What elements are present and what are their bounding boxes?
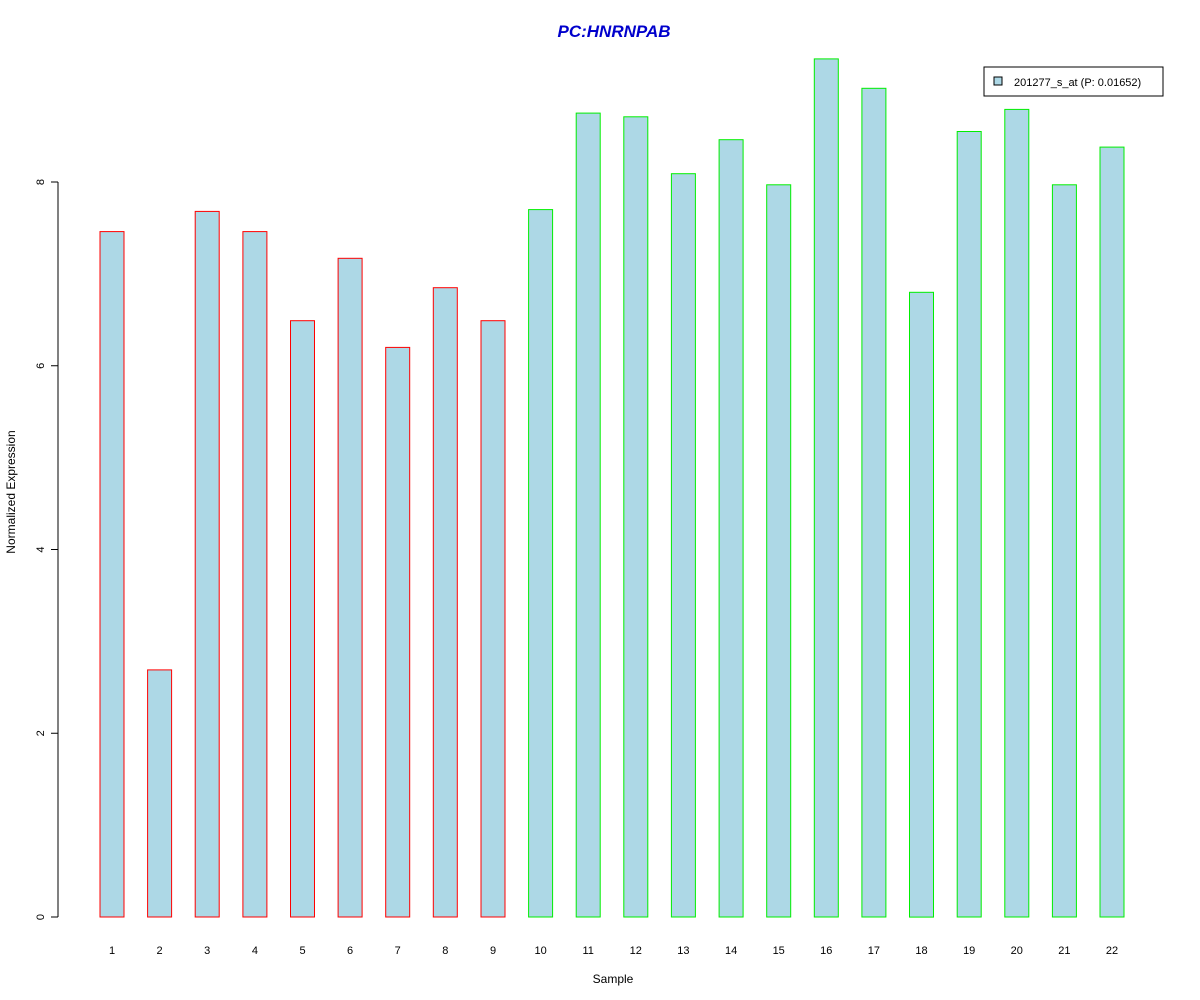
bar-sample-4 xyxy=(242,231,268,918)
legend: 201277_s_at (P: 0.01652) xyxy=(983,66,1164,97)
bar-sample-6 xyxy=(337,257,363,918)
x-tick-label: 13 xyxy=(677,945,689,957)
bar-sample-15 xyxy=(766,184,792,918)
bar-sample-20 xyxy=(1004,108,1030,918)
x-tick-label: 5 xyxy=(299,945,305,957)
bar-sample-3 xyxy=(194,210,220,918)
bar-sample-19 xyxy=(956,131,982,918)
x-tick-label: 3 xyxy=(204,945,210,957)
y-tick-label: 8 xyxy=(35,179,47,185)
bar-sample-11 xyxy=(575,112,601,918)
x-tick-label: 21 xyxy=(1058,945,1070,957)
bar-sample-16 xyxy=(813,58,839,918)
x-tick-label: 15 xyxy=(773,945,785,957)
bar-sample-12 xyxy=(623,116,649,918)
bar-sample-22 xyxy=(1099,146,1125,918)
x-tick-label: 7 xyxy=(395,945,401,957)
x-tick-label: 9 xyxy=(490,945,496,957)
y-tick-label: 2 xyxy=(35,730,47,736)
x-tick-label: 2 xyxy=(157,945,163,957)
bar-sample-1 xyxy=(99,231,125,918)
y-tick-label: 0 xyxy=(35,914,47,920)
bar-sample-7 xyxy=(385,346,411,918)
x-tick-label: 19 xyxy=(963,945,975,957)
x-tick-label: 17 xyxy=(868,945,880,957)
y-tick-label: 4 xyxy=(35,546,47,552)
bar-sample-21 xyxy=(1051,184,1077,918)
bar-sample-2 xyxy=(147,669,173,918)
legend-box xyxy=(983,66,1164,97)
x-tick-label: 1 xyxy=(109,945,115,957)
bar-sample-17 xyxy=(861,87,887,918)
x-tick-label: 20 xyxy=(1011,945,1023,957)
bar-sample-5 xyxy=(290,320,315,918)
x-axis-label: Sample xyxy=(593,972,634,986)
x-tick-label: 18 xyxy=(915,945,927,957)
y-axis-label: Normalized Expression xyxy=(4,430,18,553)
bar-sample-8 xyxy=(432,287,458,918)
bar-sample-18 xyxy=(909,291,934,918)
legend-swatch xyxy=(993,76,1003,86)
x-tick-label: 22 xyxy=(1106,945,1118,957)
y-tick-label: 6 xyxy=(35,363,47,369)
x-tick-label: 4 xyxy=(252,945,258,957)
bars xyxy=(99,58,1125,918)
x-tick-label: 12 xyxy=(630,945,642,957)
bar-sample-9 xyxy=(480,320,506,918)
x-tick-label: 6 xyxy=(347,945,353,957)
x-tick-label: 11 xyxy=(582,945,593,957)
x-tick-label: 8 xyxy=(442,945,448,957)
legend-label: 201277_s_at (P: 0.01652) xyxy=(1014,77,1141,89)
bar-sample-13 xyxy=(670,173,696,918)
bar-sample-14 xyxy=(718,139,744,918)
chart-title: PC:HNRNPAB xyxy=(557,22,670,41)
x-tick-label: 10 xyxy=(534,945,546,957)
x-tick-label: 14 xyxy=(725,945,737,957)
x-tick-label: 16 xyxy=(820,945,832,957)
bar-sample-10 xyxy=(528,209,554,918)
x-tick-labels: 1 2 3 4 5 6 7 8 9 10 11 12 13 14 15 16 17 18 19 20 21 22 xyxy=(109,945,1118,957)
y-axis: 0 2 4 6 8 xyxy=(35,179,59,920)
